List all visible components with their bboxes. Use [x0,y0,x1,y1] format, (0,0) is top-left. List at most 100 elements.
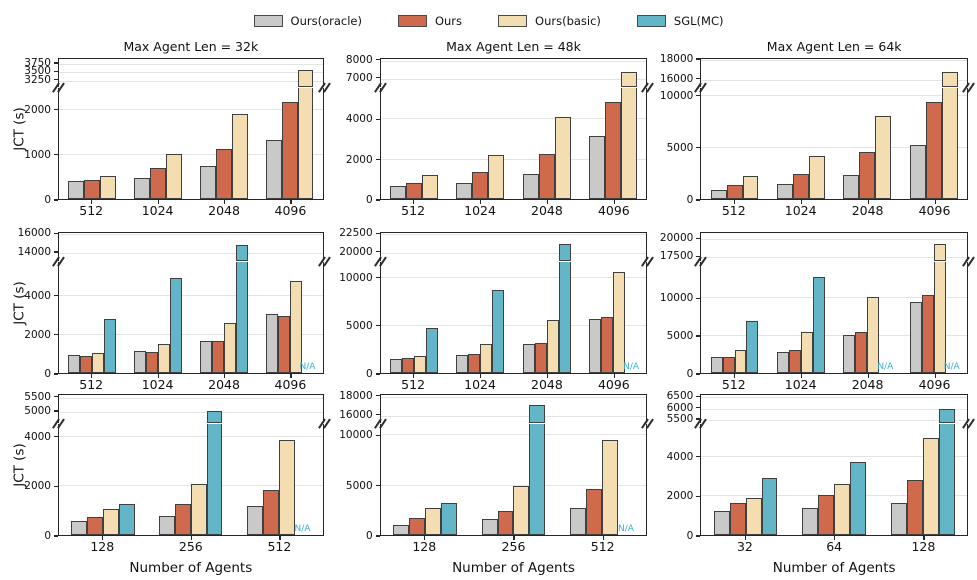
bar-sgl [938,424,955,535]
y-tick-mark [375,325,380,327]
y-tick-mark [696,407,701,409]
y-tick-mark [696,373,701,375]
bar-sgl [529,405,546,424]
bar-ours [146,351,158,373]
y-tick-label: 5000 [666,141,694,154]
legend-swatch-oracle-icon [253,15,283,27]
bar-ours [921,294,934,373]
x-tick-label: 2048 [531,203,563,218]
na-label: N/A [943,362,960,372]
y-tick-mark [375,251,380,253]
gridline [701,408,967,410]
bar-oracle [200,340,212,373]
bar-oracle [522,173,539,199]
x-tick-label: 512 [79,203,104,218]
na-label: N/A [877,362,894,372]
axis-break-mark-icon [373,256,387,268]
y-tick-mark [54,294,58,297]
bar-ours [792,174,809,199]
bar-sgl [425,327,438,373]
bar-basic [421,174,438,199]
bar-ours [586,488,603,535]
y-tick-label: 18000 [659,52,694,65]
legend-item-sgl: SGL(MC) [636,14,723,28]
x-tick-label: 512 [401,377,426,392]
y-tick-mark [54,62,58,64]
na-label: N/A [294,524,311,534]
gridline [59,253,323,254]
y-tick-mark [696,395,701,397]
bar-oracle [890,502,907,535]
x-tick-mark [602,536,604,540]
x-axis-label: Number of Agents [772,560,896,576]
bar-sgl [746,321,759,373]
axis-break-mark-icon [962,82,975,94]
y-tick-mark [696,237,701,239]
bar-sgl [440,503,457,535]
bar-ours [726,185,743,199]
subplot-r1c2: N/A N/A 0 5000 10000 17500 20000 512 1024 2048 409… [651,220,977,394]
y-tick-mark [696,199,701,201]
subplot-r2c0: N/A 0 2000 4000 5000 5500 JCT (s) 128 256 512 Numb… [0,392,331,578]
axis-break-mark-icon [694,256,707,268]
bar-ours [468,354,481,373]
bar-basic [922,438,939,535]
lower-axes [379,88,648,200]
upper-axes [379,232,648,262]
bar-ours [538,153,555,199]
y-tick-mark [54,232,58,234]
gridline [59,80,323,82]
bar-ours [87,516,103,535]
gridline [380,415,647,417]
y-tick-mark [696,94,701,97]
legend-item-oracle: Ours(oracle) [253,14,362,28]
gridline [59,108,323,110]
y-tick-mark [54,154,58,156]
y-tick-mark [54,251,58,253]
y-tick-label: 5000 [345,319,373,332]
bar-sgl [850,461,867,535]
x-ticks: 128 256 512 [380,536,648,556]
gridline [59,64,323,65]
bar-ours [788,349,801,373]
gridline [59,435,323,437]
gridline [701,397,967,399]
bar-basic [800,332,813,373]
bar-oracle [843,174,860,199]
gridline [59,234,323,236]
bar-basic [941,71,958,88]
y-tick-mark [375,535,380,537]
bar-ours [175,503,191,535]
y-tick-mark [54,535,58,537]
x-tick-label: 64 [826,539,843,554]
bar-sgl [558,262,571,373]
gridline [59,333,323,335]
bar-basic [165,153,182,199]
x-tick-mark [546,374,549,378]
subplot-r1c1: N/A 0 5000 10000 20000 22500 512 1024 2048 4096 [326,220,654,394]
y-tick-label: 16000 [17,227,51,240]
na-label: N/A [299,362,316,372]
upper-axes [700,394,968,424]
bar-basic [278,439,295,535]
y-tick-mark [375,277,380,279]
y-tick-mark [54,199,58,201]
y-tick-mark [696,456,701,458]
lower-axes: N/A [58,424,324,536]
plot-area: N/A N/A 0 5000 10000 17500 20000 [660,232,975,379]
x-ticks: 512 1024 2048 4096 [58,374,324,394]
y-tick-mark [54,79,58,81]
y-tick-mark [54,334,58,336]
y-tick-mark [696,297,701,299]
gridline [59,294,323,296]
x-tick-mark [513,536,515,540]
x-tick-mark [733,200,735,204]
y-tick-label: 7000 [345,71,373,84]
y-tick-label: 0 [686,529,694,542]
bar-basic [602,440,618,535]
plot-area: N/A 0 5000 10000 16000 18000 [339,391,654,541]
axis-break-mark-icon [373,418,387,430]
bar-oracle [522,343,535,373]
bar-oracle [909,301,922,373]
gridline [380,60,647,62]
